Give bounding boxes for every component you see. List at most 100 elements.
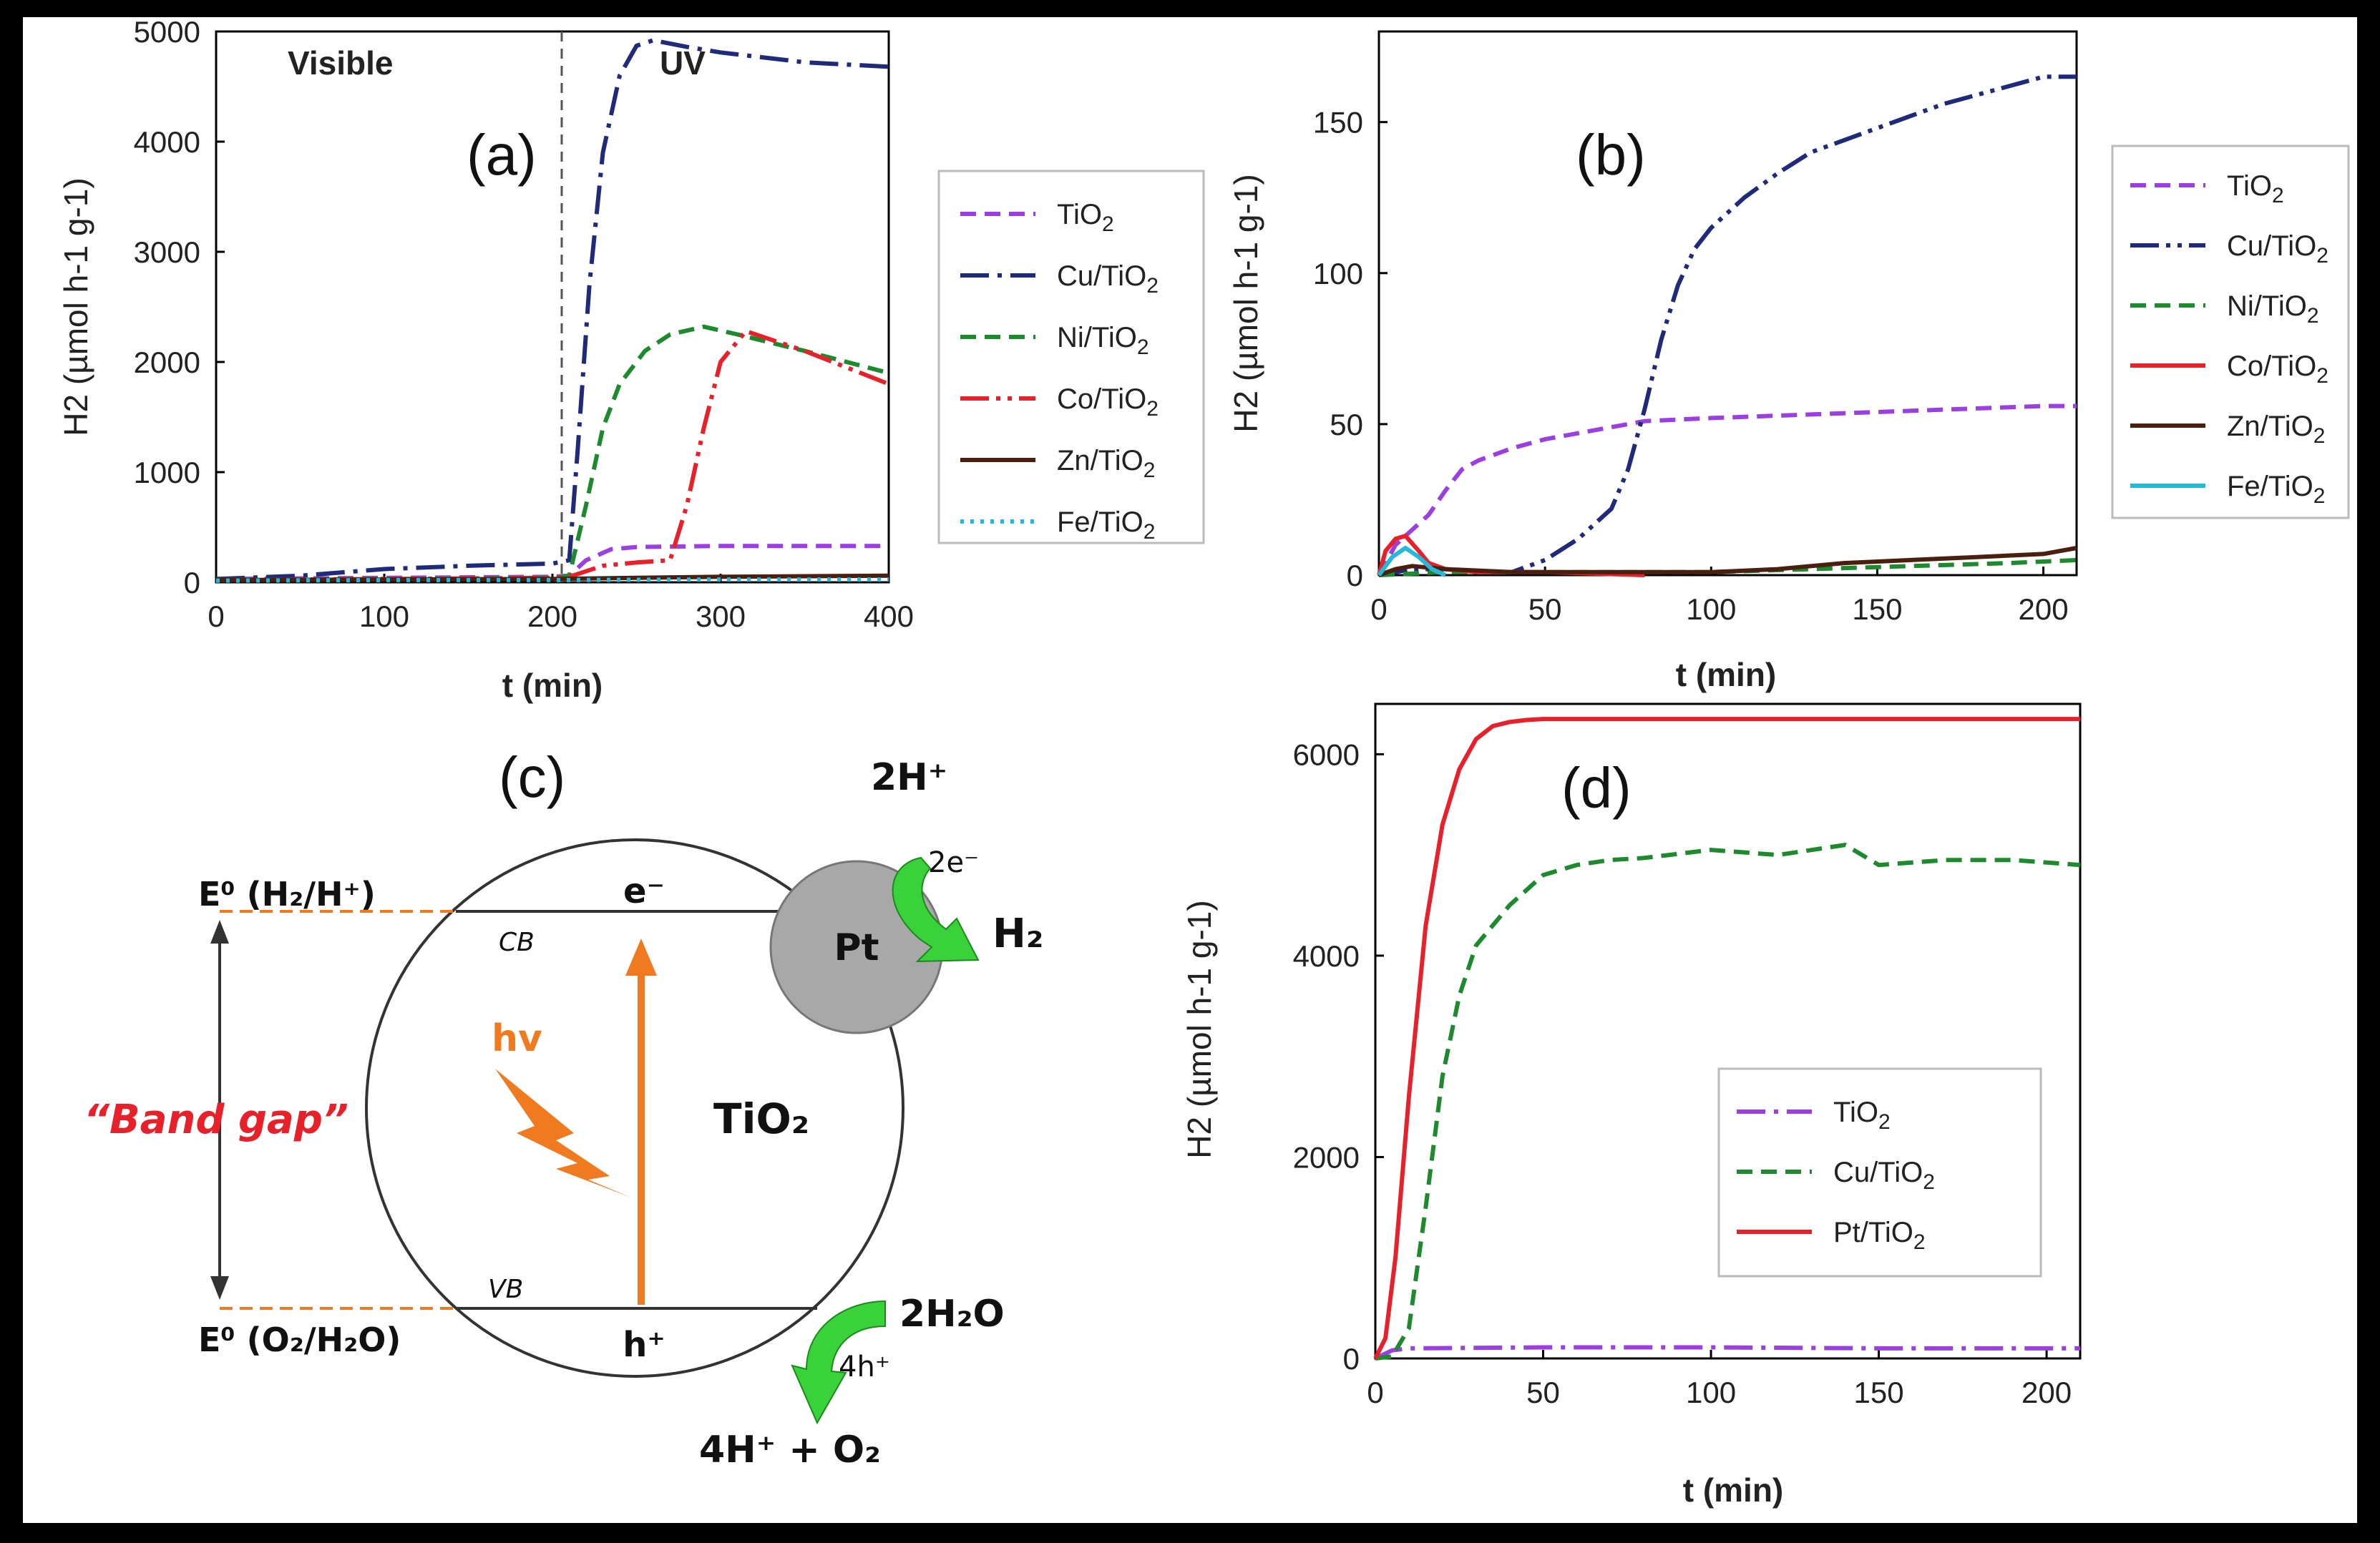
panel-b-legend-label: TiO2 (2227, 170, 2284, 207)
tio2-particle (365, 838, 904, 1378)
panel-c-diagram: (c) E⁰ (H₂/H⁺) E⁰ (O₂/H₂O) “Band gap” CB… (84, 745, 1043, 1471)
panel-b-series-tio2 (1377, 403, 2077, 577)
panel-d-x-tick-label: 150 (1854, 1376, 1904, 1409)
panel-d-x-tick-label: 50 (1526, 1376, 1560, 1409)
two-h-plus-label: 2H⁺ (871, 756, 947, 799)
panel-b-y-label: H2 (µmol h-1 g-1) (1227, 174, 1264, 432)
panel-d-x-tick-label: 100 (1686, 1376, 1736, 1409)
panel-d-series-pt-tio2 (1373, 717, 2080, 1360)
panel-b-plot-area (1377, 30, 2078, 577)
panel-d-y-tick-label: 0 (1343, 1342, 1360, 1376)
panel-d-y-tick-label: 4000 (1293, 939, 1360, 973)
tio2-label: TiO₂ (713, 1094, 809, 1143)
panel-d-legend-label: Cu/TiO2 (1833, 1157, 1935, 1194)
panel-a-series-lines (215, 38, 890, 583)
panel-a-series-ni-tio2 (215, 324, 889, 582)
panel-b-series-lines (1377, 74, 2077, 577)
panel-a-y-tick-label: 5000 (134, 17, 200, 49)
panel-b-legend-label: Ni/TiO2 (2227, 290, 2319, 328)
panel-d-y-ticks: 0 2000 4000 6000 (1293, 738, 1384, 1376)
panel-a-y-label: H2 (µmol h-1 g-1) (57, 177, 94, 436)
panel-b-series-fe-tio2 (1377, 546, 1447, 577)
vb-label: VB (488, 1275, 523, 1304)
cb-label: CB (499, 928, 535, 957)
panel-a-y-tick-label: 3000 (134, 235, 200, 269)
panel-a-legend-label: Zn/TiO2 (1057, 445, 1155, 482)
pt-label: Pt (834, 926, 879, 969)
panel-b-y-ticks: 0 50 100 150 (1313, 106, 1387, 592)
panel-a-y-tick-label: 1000 (134, 456, 200, 489)
panel-a-legend (937, 170, 1205, 544)
panel-a-x-tick-label: 0 (208, 599, 224, 633)
panel-b-legend (2111, 144, 2350, 519)
panel-b-x-label: t (min) (1676, 656, 1777, 693)
products-label: 4H⁺ + O₂ (699, 1429, 881, 1471)
excitation-arrowhead-icon (625, 939, 657, 976)
reduction-green-arrow-icon (892, 856, 980, 963)
hv-label: hv (492, 1017, 542, 1060)
panel-b-label: (b) (1576, 123, 1646, 187)
panel-b-y-tick-label: 50 (1330, 408, 1363, 441)
panel-a-y-tick-label: 4000 (134, 125, 200, 159)
panel-b-y-tick-label: 100 (1313, 257, 1363, 290)
panel-b-legend-label: Cu/TiO2 (2227, 230, 2328, 268)
panel-b-x-ticks: 0 50 100 150 200 (1370, 567, 2069, 626)
panel-a-x-label: t (min) (502, 667, 603, 704)
panel-b-x-tick-label: 100 (1686, 592, 1736, 626)
two-e-label: 2e⁻ (928, 846, 979, 879)
panel-a-y-ticks: 0 1000 2000 3000 4000 5000 (134, 17, 225, 599)
panel-a-series-cu-tio2 (215, 38, 889, 582)
panel-a-legend-label: Co/TiO2 (1057, 383, 1159, 421)
panel-b-series-cu-tio2 (1378, 74, 2077, 577)
panel-a-series-fe-tio2 (215, 577, 889, 583)
panel-d-x-label: t (min) (1683, 1471, 1784, 1509)
panel-a-legend-label: Ni/TiO2 (1057, 322, 1149, 359)
panel-b-y-tick-label: 0 (1347, 559, 1363, 592)
two-h2o-label: 2H₂O (899, 1293, 1005, 1336)
panel-d-y-label: H2 (µmol h-1 g-1) (1181, 900, 1218, 1158)
h2-product-label: H₂ (993, 911, 1043, 957)
panel-a-legend-items: TiO2 Cu/TiO2 Ni/TiO2 Co/TiO2 Zn/TiO2 Fe/TiO2 (960, 199, 1159, 544)
panel-b-x-tick-label: 0 (1370, 592, 1387, 626)
panel-d-series-lines (1373, 717, 2081, 1361)
panel-a-x-tick-label: 300 (696, 599, 746, 633)
e0-o2-label: E⁰ (O₂/H₂O) (198, 1321, 401, 1359)
panel-b-y-tick-label: 150 (1313, 106, 1363, 139)
panel-b-x-tick-label: 200 (2019, 592, 2069, 626)
electron-label: e⁻ (623, 871, 665, 911)
panel-b: 0 50 100 150 0 50 100 150 200 (b) t (min) H2 (µ… (1227, 30, 2350, 693)
panel-a-legend-label: TiO2 (1057, 199, 1114, 236)
photon-lightning-icon (495, 1069, 631, 1197)
panel-b-legend-items: TiO2 Cu/TiO2 Ni/TiO2 Co/TiO2 Zn/TiO2 Fe/TiO2 (2130, 170, 2328, 508)
panel-d-y-tick-label: 6000 (1293, 738, 1360, 771)
panel-a-legend-label: Fe/TiO2 (1057, 506, 1155, 544)
hole-label: h⁺ (623, 1325, 665, 1365)
panel-d-legend-label: TiO2 (1833, 1097, 1891, 1134)
panel-a-y-tick-label: 2000 (134, 346, 200, 379)
panel-d-legend-items: TiO2 Cu/TiO2 Pt/TiO2 (1737, 1097, 1935, 1254)
panel-a-x-tick-label: 100 (359, 599, 409, 633)
panel-a-legend-label: Cu/TiO2 (1057, 260, 1159, 298)
panel-a-x-tick-label: 400 (864, 599, 914, 633)
panel-a-x-tick-label: 200 (527, 599, 577, 633)
band-gap-arrowhead-up-icon (210, 920, 229, 944)
panel-d-series-tio2 (1374, 1345, 2080, 1361)
panel-d-x-tick-label: 0 (1367, 1376, 1383, 1409)
panel-b-series-zn-tio2 (1377, 546, 2077, 577)
panel-b-legend-label: Fe/TiO2 (2227, 471, 2325, 508)
panel-c-label: (c) (499, 745, 565, 809)
panel-a-series-zn-tio2 (215, 573, 889, 582)
panel-d-series-cu-tio2 (1375, 843, 2081, 1361)
panel-b-x-tick-label: 50 (1528, 592, 1562, 626)
panel-b-x-tick-label: 150 (1852, 592, 1902, 626)
oxidation-green-arrow-icon (791, 1300, 886, 1425)
panel-a: 0 1000 2000 3000 4000 5000 0 100 200 300 400 Visi… (57, 17, 1205, 704)
panel-b-legend-label: Zn/TiO2 (2227, 411, 2325, 448)
panel-d-x-tick-label: 200 (2021, 1376, 2072, 1409)
band-gap-label: “Band gap” (84, 1097, 348, 1143)
panel-d-legend-label: Pt/TiO2 (1833, 1217, 1926, 1254)
panel-a-y-tick-label: 0 (184, 566, 200, 599)
panel-a-visible-annotation: Visible (288, 44, 393, 82)
panel-d: 0 2000 4000 6000 0 50 100 150 200 (d) t (min) H… (1181, 702, 2082, 1509)
